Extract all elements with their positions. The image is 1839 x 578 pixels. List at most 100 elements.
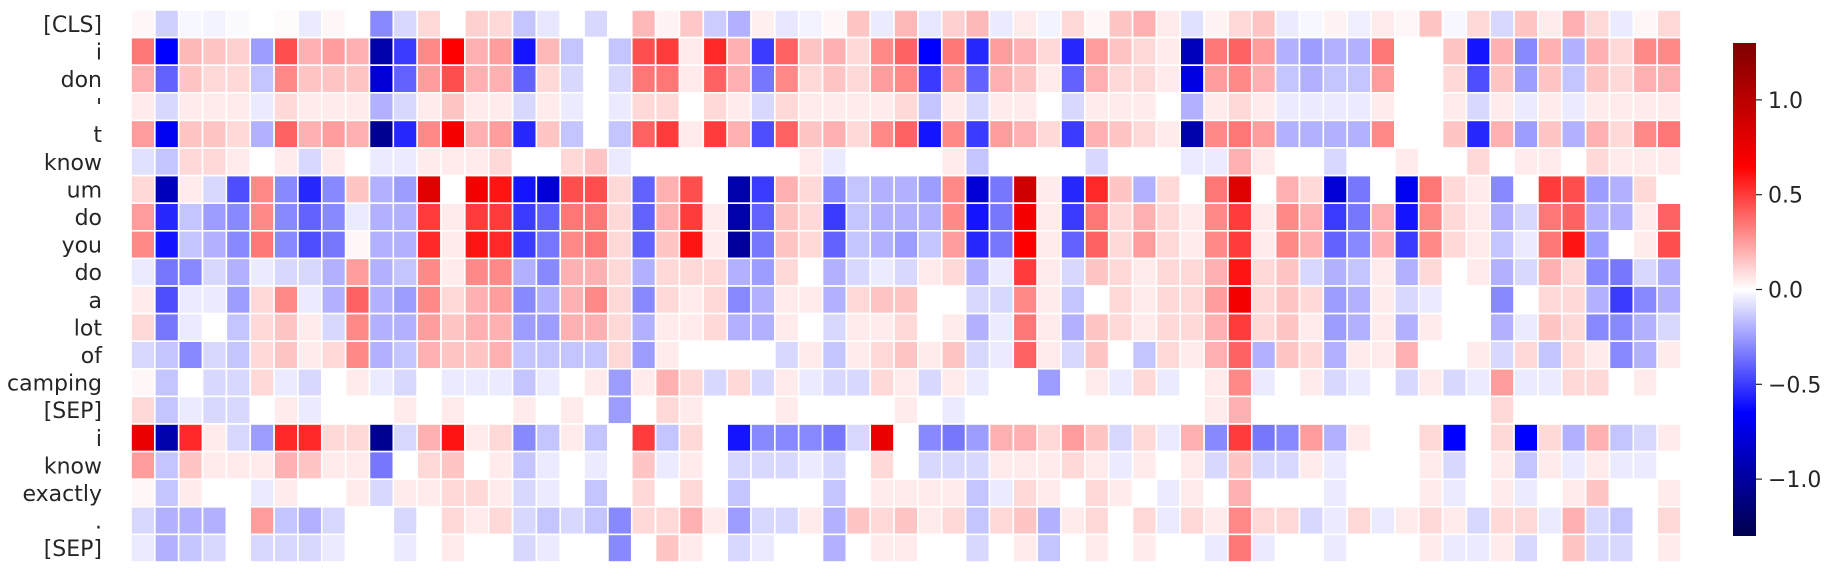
heatmap-cell-r18-c44 <box>1179 505 1205 536</box>
heatmap-cell-r10-c44 <box>1179 285 1205 315</box>
heatmap-cell-r2-c30 <box>845 64 872 94</box>
heatmap-cell-r12-c35 <box>964 340 991 370</box>
heatmap-cell-r1-c29 <box>821 36 848 66</box>
heatmap-cell-r5-c4 <box>225 147 252 177</box>
heatmap-cell-r19-c9 <box>344 533 371 563</box>
heatmap-cell-r16-c17 <box>535 450 562 481</box>
heatmap-cell-r13-c37 <box>1012 367 1038 398</box>
heatmap-cell-r9-c32 <box>893 257 919 287</box>
heatmap-cell-r17-c35 <box>964 478 991 508</box>
heatmap-cell-r15-c12 <box>416 423 442 453</box>
heatmap-cell-r19-c1 <box>154 533 180 563</box>
heatmap-cell-r14-c63 <box>1632 395 1658 425</box>
heatmap-cell-r18-c8 <box>320 505 347 536</box>
heatmap-cell-r16-c2 <box>177 450 204 481</box>
heatmap-cell-r19-c54 <box>1417 533 1444 563</box>
heatmap-cell-r6-c37 <box>1012 174 1038 205</box>
heatmap-cell-r16-c58 <box>1513 450 1539 481</box>
heatmap-cell-r17-c20 <box>607 478 633 508</box>
heatmap-cell-r16-c36 <box>988 450 1015 481</box>
heatmap-cell-r17-c11 <box>392 478 418 508</box>
heatmap-cell-r14-c51 <box>1346 395 1372 425</box>
heatmap-cell-r1-c16 <box>511 36 538 66</box>
heatmap-cell-r17-c54 <box>1417 478 1444 508</box>
heatmap-cell-r6-c5 <box>249 174 275 205</box>
heatmap-cell-r4-c29 <box>821 119 848 149</box>
heatmap-cell-r17-c45 <box>1203 478 1229 508</box>
heatmap-cell-r8-c38 <box>1036 230 1062 260</box>
heatmap-cell-r0-c61 <box>1584 9 1611 39</box>
heatmap-cell-r11-c59 <box>1537 312 1563 343</box>
heatmap-cell-r6-c63 <box>1632 174 1658 205</box>
heatmap-cell-r11-c34 <box>940 312 967 343</box>
heatmap-cell-r7-c2 <box>177 202 204 232</box>
heatmap-cell-r2-c13 <box>440 64 466 94</box>
heatmap-cell-r8-c15 <box>487 230 514 260</box>
heatmap-cell-r14-c19 <box>583 395 609 425</box>
heatmap-cell-r3-c34 <box>940 92 967 122</box>
heatmap-cell-r12-c63 <box>1632 340 1658 370</box>
heatmap-cell-r4-c51 <box>1346 119 1372 149</box>
heatmap-cell-r2-c25 <box>726 64 752 94</box>
heatmap-cell-r13-c1 <box>154 367 180 398</box>
heatmap-cell-r11-c2 <box>177 312 204 343</box>
heatmap-cell-r19-c20 <box>607 533 633 563</box>
heatmap-cell-r16-c43 <box>1155 450 1182 481</box>
heatmap-cell-r6-c13 <box>440 174 466 205</box>
heatmap-cell-r17-c46 <box>1227 478 1253 508</box>
heatmap-cell-r6-c1 <box>154 174 180 205</box>
heatmap-cell-r14-c60 <box>1560 395 1587 425</box>
heatmap-cell-r19-c34 <box>940 533 967 563</box>
heatmap-cell-r7-c55 <box>1441 202 1468 232</box>
heatmap-cell-r19-c28 <box>797 533 824 563</box>
heatmap-cell-r10-c10 <box>368 285 395 315</box>
colorbar-tick-label-2: 0.0 <box>1768 279 1803 304</box>
heatmap-cell-r4-c55 <box>1441 119 1468 149</box>
heatmap-cell-r19-c64 <box>1656 533 1682 563</box>
heatmap-cell-r0-c49 <box>1298 9 1325 39</box>
heatmap-cell-r8-c5 <box>249 230 275 260</box>
heatmap-cell-r9-c57 <box>1489 257 1515 287</box>
heatmap-cell-r11-c10 <box>368 312 395 343</box>
heatmap-cell-r12-c14 <box>464 340 490 370</box>
heatmap-cell-r16-c18 <box>559 450 585 481</box>
row-label-7: do <box>75 206 102 231</box>
heatmap-cell-r16-c23 <box>678 450 705 481</box>
heatmap-cell-r5-c14 <box>464 147 490 177</box>
heatmap-cell-r10-c23 <box>678 285 705 315</box>
heatmap-cell-r11-c12 <box>416 312 442 343</box>
heatmap-cell-r16-c1 <box>154 450 180 481</box>
heatmap-cell-r19-c33 <box>917 533 943 563</box>
heatmap-cell-r14-c9 <box>344 395 371 425</box>
heatmap-cell-r0-c47 <box>1250 9 1277 39</box>
heatmap-cell-r7-c29 <box>821 202 848 232</box>
heatmap-cell-r3-c61 <box>1584 92 1611 122</box>
heatmap-cell-r11-c42 <box>1131 312 1158 343</box>
heatmap-cell-r19-c12 <box>416 533 442 563</box>
heatmap-cell-r14-c22 <box>654 395 681 425</box>
heatmap-cell-r7-c7 <box>297 202 323 232</box>
heatmap-cell-r13-c64 <box>1656 367 1682 398</box>
heatmap-cell-r10-c36 <box>988 285 1015 315</box>
heatmap-cell-r15-c49 <box>1298 423 1325 453</box>
heatmap-cell-r17-c42 <box>1131 478 1158 508</box>
heatmap-cell-r15-c48 <box>1274 423 1301 453</box>
heatmap-cell-r1-c33 <box>917 36 943 66</box>
heatmap-cell-r4-c41 <box>1107 119 1134 149</box>
heatmap-cell-r11-c1 <box>154 312 180 343</box>
heatmap-cell-r10-c56 <box>1465 285 1492 315</box>
heatmap-cell-r13-c44 <box>1179 367 1205 398</box>
heatmap-cell-r8-c49 <box>1298 230 1325 260</box>
heatmap-cell-r0-c37 <box>1012 9 1038 39</box>
heatmap-cell-r6-c23 <box>678 174 705 205</box>
heatmap-cell-r15-c30 <box>845 423 872 453</box>
heatmap-cell-r10-c42 <box>1131 285 1158 315</box>
heatmap-cell-r18-c18 <box>559 505 585 536</box>
heatmap-cell-r13-c19 <box>583 367 609 398</box>
heatmap-cell-r10-c15 <box>487 285 514 315</box>
heatmap-cell-r13-c26 <box>750 367 776 398</box>
row-label-6: um <box>67 178 102 203</box>
heatmap-cell-r19-c5 <box>249 533 275 563</box>
heatmap-cell-r2-c41 <box>1107 64 1134 94</box>
heatmap-cell-r8-c16 <box>511 230 538 260</box>
